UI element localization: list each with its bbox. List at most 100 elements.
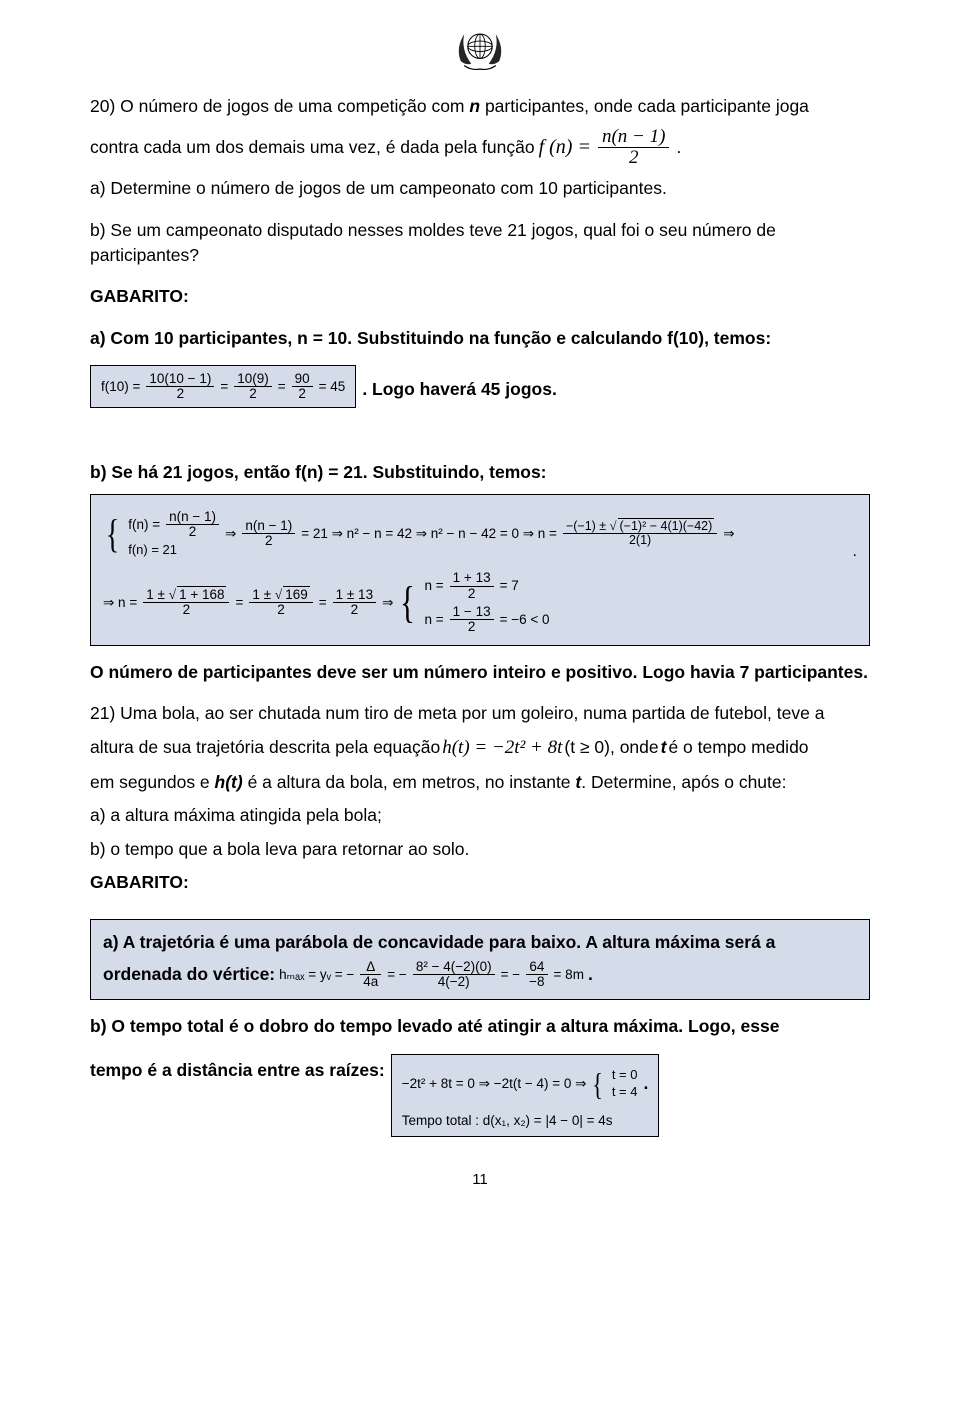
r2d: 2 bbox=[249, 603, 312, 617]
quad-row1: { f(n) = n(n − 1)2 f(n) = 21 ⇒ n(n − 1)2… bbox=[103, 505, 857, 563]
func-den: 2 bbox=[598, 148, 669, 168]
t3n: 90 bbox=[292, 372, 313, 387]
s2r: = −6 < 0 bbox=[500, 610, 550, 630]
sys-top-frac: n(n − 1)2 bbox=[166, 510, 219, 539]
q21-l1: 21) Uma bola, ao ser chutada num tiro de… bbox=[90, 701, 870, 726]
r1d: 2 bbox=[143, 603, 229, 617]
q21-l3c: . Determine, após o chute: bbox=[581, 772, 786, 792]
f10-rhs: = 45 bbox=[319, 377, 346, 397]
quad-frac: −(−1) ± √(−1)² − 4(1)(−42) 2(1) bbox=[563, 520, 717, 547]
q20-ans-b-concl: O número de participantes deve ser um nú… bbox=[90, 660, 870, 685]
r1: 1 ± √1 + 1682 bbox=[143, 588, 229, 617]
q21-pb: b) o tempo que a bola leva para retornar… bbox=[90, 837, 870, 862]
s1l: n = bbox=[425, 576, 444, 596]
r2: 1 ± √1692 bbox=[249, 588, 312, 617]
s2n: 1 − 13 bbox=[450, 605, 494, 620]
box-vertex: a) A trajetória é uma parábola de concav… bbox=[90, 919, 870, 1000]
f10-eq2: = bbox=[278, 377, 286, 397]
sys-block: f(n) = n(n − 1)2 f(n) = 21 bbox=[128, 510, 221, 557]
q21-l2b: (t ≥ 0), onde bbox=[564, 735, 658, 760]
q20-ans-a-head: a) Com 10 participantes, n = 10. Substit… bbox=[90, 326, 870, 351]
q21-l3b: é a altura da bola, em metros, no instan… bbox=[243, 772, 576, 792]
globe-wreath-icon bbox=[445, 20, 515, 76]
yv-period: . bbox=[588, 962, 593, 987]
chain1-rhs: = 21 ⇒ n² − n = 42 ⇒ n² − n − 42 = 0 ⇒ n… bbox=[301, 524, 557, 544]
s1r: = 7 bbox=[500, 576, 519, 596]
r3d: 2 bbox=[333, 603, 376, 617]
eq-r2: = bbox=[319, 593, 327, 613]
quad-num: −(−1) ± √(−1)² − 4(1)(−42) bbox=[563, 520, 717, 534]
eq-r1: = bbox=[235, 593, 243, 613]
f10-lhs: f(10) = bbox=[101, 377, 140, 397]
yv2d: 4(−2) bbox=[413, 975, 495, 989]
chain1-frac: n(n − 1)2 bbox=[242, 519, 295, 548]
f10-tail: . Logo haverá 45 jogos. bbox=[362, 377, 557, 402]
roots-l2: Tempo total : d(x₁, x₂) = |4 − 0| = 4s bbox=[402, 1111, 649, 1131]
root2: t = 4 bbox=[612, 1084, 638, 1100]
roots-l1: −2t² + 8t = 0 ⇒ −2t(t − 4) = 0 ⇒ { t = 0… bbox=[402, 1061, 649, 1107]
yv-t2: 8² − 4(−2)(0)4(−2) bbox=[413, 960, 495, 989]
q21-ans-b1: b) O tempo total é o dobro do tempo leva… bbox=[90, 1014, 870, 1039]
sol1: n = 1 + 132 = 7 bbox=[425, 571, 550, 600]
q20-gabarito: GABARITO: bbox=[90, 284, 870, 309]
c1n: n(n − 1) bbox=[242, 519, 295, 534]
q21-l2c: é o tempo medido bbox=[668, 735, 808, 760]
sys-top: f(n) = n(n − 1)2 bbox=[128, 510, 221, 539]
yv-t3: 64−8 bbox=[526, 960, 547, 989]
q21-l2a: altura de sua trajetória descrita pela e… bbox=[90, 735, 440, 760]
q21-ans-a1: a) A trajetória é uma parábola de concav… bbox=[103, 930, 857, 955]
s2f: 1 − 132 bbox=[450, 605, 494, 634]
page-root: 20) O número de jogos de uma competição … bbox=[0, 0, 960, 1221]
yv1n: Δ bbox=[360, 960, 381, 975]
sol-block: n = 1 + 132 = 7 n = 1 − 132 = −6 < 0 bbox=[425, 571, 550, 634]
q21-pa: a) a altura máxima atingida pela bola; bbox=[90, 803, 870, 828]
quad-row2: ⇒ n = 1 ± √1 + 1682 = 1 ± √1692 = 1 ± 13… bbox=[103, 571, 857, 635]
q20-intro2: participantes, onde cada participante jo… bbox=[480, 96, 809, 116]
yv3n: 64 bbox=[526, 960, 547, 975]
f10-eq1: = bbox=[220, 377, 228, 397]
q21-t: t bbox=[661, 735, 667, 760]
q20-ans-b-head: b) Se há 21 jogos, então f(n) = 21. Subs… bbox=[90, 460, 870, 485]
s1d: 2 bbox=[450, 587, 494, 601]
stn: n(n − 1) bbox=[166, 510, 219, 525]
q20-line2a: contra cada um dos demais uma vez, é dad… bbox=[90, 135, 535, 160]
t2d: 2 bbox=[234, 387, 272, 401]
box-f10: f(10) = 10(10 − 1)2 = 10(9)2 = 902 = 45 bbox=[90, 365, 356, 408]
std: 2 bbox=[166, 525, 219, 539]
row-roots: tempo é a distância entre as raízes: −2t… bbox=[90, 1048, 870, 1150]
q20-line2b: . bbox=[676, 135, 681, 160]
header-emblem bbox=[90, 20, 870, 76]
s2l: n = bbox=[425, 610, 444, 630]
yv-t1: Δ4a bbox=[360, 960, 381, 989]
func-num: n(n − 1) bbox=[598, 127, 669, 148]
yv-eq2: = − bbox=[501, 965, 521, 985]
imp3: ⇒ bbox=[382, 593, 393, 613]
t1n: 10(10 − 1) bbox=[146, 372, 214, 387]
r3n: 1 ± 13 bbox=[333, 588, 376, 603]
t3d: 2 bbox=[292, 387, 313, 401]
brace3-icon: { bbox=[593, 1061, 604, 1107]
s1f: 1 + 132 bbox=[450, 571, 494, 600]
q20-intro1: 20) O número de jogos de uma competição … bbox=[90, 96, 469, 116]
r3: 1 ± 132 bbox=[333, 588, 376, 617]
roots-l2a: Tempo total : d(x₁, x₂) = |4 − 0| = 4s bbox=[402, 1111, 613, 1131]
yv3d: −8 bbox=[526, 975, 547, 989]
yv-rhs: = 8m bbox=[554, 965, 584, 985]
brace-icon: { bbox=[106, 505, 119, 563]
q21-heq: h(t) = −2t² + 8t bbox=[442, 734, 562, 762]
q21-l2: altura de sua trajetória descrita pela e… bbox=[90, 734, 870, 762]
q20-line1: 20) O número de jogos de uma competição … bbox=[90, 94, 870, 119]
imp-end1: ⇒ bbox=[723, 524, 734, 544]
f10-t1: 10(10 − 1)2 bbox=[146, 372, 214, 401]
l3-lhs: ⇒ n = bbox=[103, 593, 137, 613]
sys-bot: f(n) = 21 bbox=[128, 543, 221, 558]
yv-lhs: hₘₐₓ = yᵥ = − bbox=[279, 965, 354, 985]
brace2-icon: { bbox=[401, 571, 416, 635]
f10-t2: 10(9)2 bbox=[234, 372, 272, 401]
s1n: 1 + 13 bbox=[450, 571, 494, 586]
roots-sol: t = 0 t = 4 bbox=[612, 1067, 638, 1100]
q20-func-frac: n(n − 1) 2 bbox=[598, 127, 669, 168]
s2d: 2 bbox=[450, 620, 494, 634]
r1n: 1 ± √1 + 168 bbox=[143, 588, 229, 603]
roots-period: . bbox=[643, 1071, 648, 1096]
